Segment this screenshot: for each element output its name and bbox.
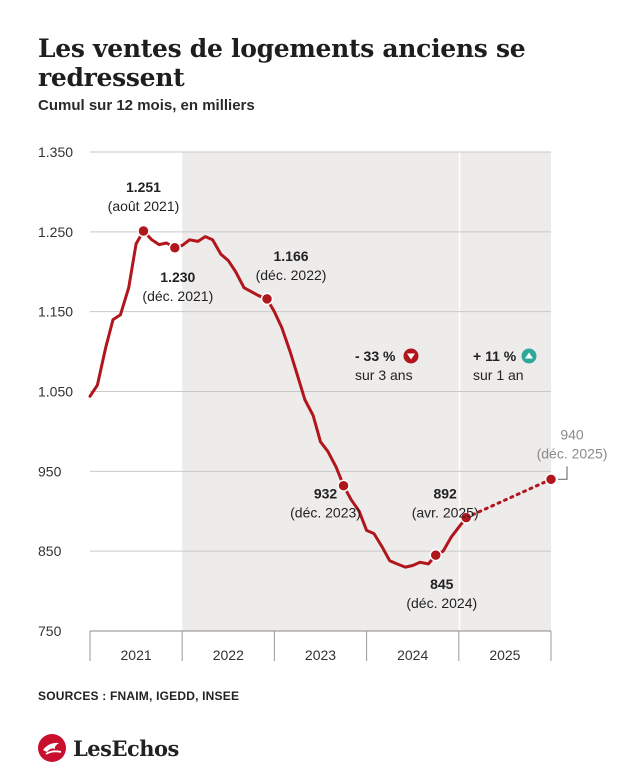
axes: 750 850 950 1.050 1.150 1.250 1.350 2021 2022 202… <box>38 144 552 663</box>
y-tick-label-1250: 1.250 <box>38 224 73 240</box>
data-markers <box>137 224 558 562</box>
x-year-label-2022: 2022 <box>213 647 244 663</box>
data-label-date: (déc. 2023) <box>290 505 361 521</box>
data-point-marker <box>544 473 558 486</box>
x-year-label-2023: 2023 <box>305 647 336 663</box>
series-lines <box>88 229 553 569</box>
y-tick-label-750: 750 <box>38 623 62 639</box>
y-tick-label-950: 950 <box>38 463 62 479</box>
data-label-value: 845 <box>430 576 454 592</box>
data-labels: 1.251 (août 2021) 1.230 (déc. 2021) 1.166 (dé… <box>108 179 608 611</box>
sources-note: SOURCES : FNAIM, IGEDD, INSEE <box>38 689 240 703</box>
data-label-date: (août 2021) <box>108 198 180 214</box>
data-label-value: 940 <box>560 426 584 442</box>
projection-line <box>464 477 553 520</box>
callout-change-value: - 33 % <box>355 348 396 364</box>
data-point-marker <box>459 511 473 524</box>
callout-period: sur 3 ans <box>355 367 413 383</box>
data-point-marker <box>337 479 350 492</box>
chart-subtitle: Cumul sur 12 mois, en milliers <box>38 97 255 114</box>
y-tick-label-1150: 1.150 <box>38 304 73 320</box>
data-point-marker <box>137 224 150 238</box>
data-label-value: 932 <box>314 486 338 502</box>
data-label-value: 1.230 <box>160 269 195 285</box>
x-year-label-2024: 2024 <box>397 647 428 663</box>
callout-period: sur 1 an <box>473 367 524 383</box>
callout-change-value: + 11 % <box>473 348 517 364</box>
logo-wordmark: LesEchos <box>73 735 179 761</box>
up-triangle-glyph <box>525 352 533 359</box>
line-chart: 750 850 950 1.050 1.150 1.250 1.350 2021 2022 202… <box>38 144 608 663</box>
x-year-label-2025: 2025 <box>489 647 520 663</box>
les-echos-logo-icon <box>38 734 66 762</box>
y-tick-label-1350: 1.350 <box>38 144 73 160</box>
data-label-date: (avr. 2025) <box>412 505 479 521</box>
data-point-marker <box>260 292 274 306</box>
data-label-value: 892 <box>433 486 457 502</box>
data-label-date: (déc. 2022) <box>256 267 327 283</box>
y-tick-label-850: 850 <box>38 543 62 559</box>
sales-line <box>88 229 468 569</box>
data-label-date: (déc. 2021) <box>142 288 213 304</box>
data-label-date: (déc. 2025) <box>537 445 608 461</box>
down-triangle-glyph <box>407 353 415 360</box>
data-label-date: (déc. 2024) <box>406 595 477 611</box>
data-label-value: 1.251 <box>126 179 161 195</box>
data-label-value: 1.166 <box>274 248 309 264</box>
y-tick-label-1050: 1.050 <box>38 384 73 400</box>
x-year-label-2021: 2021 <box>121 647 152 663</box>
data-point-marker <box>168 241 182 255</box>
data-point-marker <box>429 548 442 562</box>
projection-leader-line <box>558 466 568 480</box>
chart-title: Les ventes de logements anciens se redre… <box>38 34 526 92</box>
les-echos-logo: LesEchos <box>37 733 179 763</box>
